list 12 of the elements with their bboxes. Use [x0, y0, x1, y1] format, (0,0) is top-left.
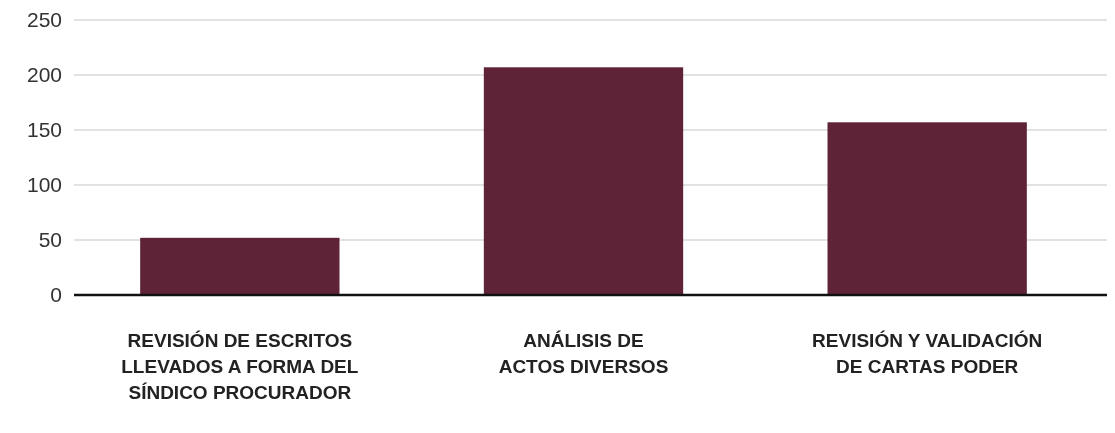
x-tick-label: REVISIÓN DE ESCRITOS LLEVADOS A FORMA DEL SÍNDICO PROCURADOR: [121, 330, 359, 403]
y-tick-label: 250: [26, 8, 62, 32]
x-tick-label: REVISIÓN Y VALIDACIÓN DE CARTAS PODER: [812, 330, 1043, 377]
y-tick-label: 0: [50, 283, 62, 307]
y-tick-label: 200: [26, 63, 62, 87]
bar: [827, 122, 1027, 295]
y-tick-label: 150: [26, 118, 62, 142]
y-tick-label: 100: [26, 173, 62, 197]
bar: [483, 67, 684, 295]
x-tick-label: ANÁLISIS DE ACTOS DIVERSOS: [498, 330, 669, 377]
bar: [140, 237, 340, 295]
y-tick-label: 50: [38, 228, 62, 252]
